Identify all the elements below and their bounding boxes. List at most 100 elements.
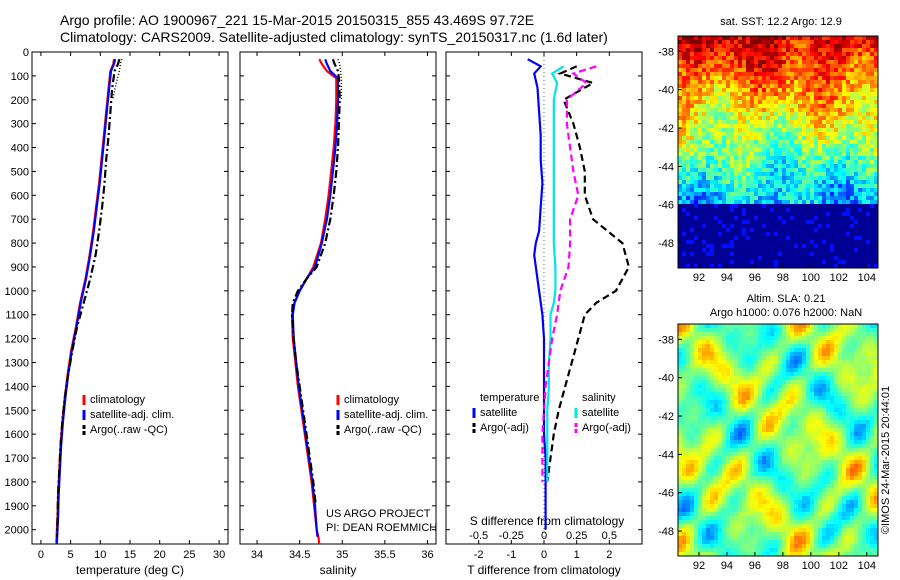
heatmap-cell — [706, 256, 710, 260]
heatmap-cell — [742, 36, 746, 40]
heatmap-cell — [730, 192, 734, 196]
heatmap-cell — [758, 360, 762, 364]
heatmap-cell — [722, 328, 726, 332]
heatmap-cell — [750, 180, 754, 184]
heatmap-cell — [838, 188, 842, 192]
heatmap-cell — [702, 52, 706, 56]
heatmap-cell — [742, 328, 746, 332]
heatmap-cell — [678, 324, 682, 328]
heatmap-cell — [786, 256, 790, 260]
heatmap-cell — [858, 64, 862, 68]
heatmap-cell — [714, 432, 718, 436]
heatmap-cell — [754, 96, 758, 100]
heatmap-cell — [758, 80, 762, 84]
heatmap-cell — [790, 436, 794, 440]
heatmap-cell — [722, 208, 726, 212]
heatmap-cell — [730, 252, 734, 256]
heatmap-cell — [782, 216, 786, 220]
heatmap-cell — [726, 40, 730, 44]
heatmap-cell — [862, 240, 866, 244]
heatmap-cell — [826, 380, 830, 384]
heatmap-cell — [758, 172, 762, 176]
heatmap-cell — [830, 140, 834, 144]
heatmap-cell — [730, 324, 734, 328]
heatmap-cell — [798, 340, 802, 344]
heatmap-cell — [810, 216, 814, 220]
heatmap-cell — [786, 388, 790, 392]
heatmap-cell — [834, 104, 838, 108]
heatmap-cell — [710, 404, 714, 408]
heatmap-cell — [874, 40, 878, 44]
heatmap-cell — [818, 256, 822, 260]
heatmap-cell — [734, 68, 738, 72]
heatmap-cell — [758, 168, 762, 172]
heatmap-cell — [754, 380, 758, 384]
heatmap-cell — [814, 168, 818, 172]
heatmap-cell — [834, 420, 838, 424]
heatmap-cell — [750, 132, 754, 136]
heatmap-cell — [870, 464, 874, 468]
heatmap-cell — [842, 36, 846, 40]
heatmap-cell — [858, 228, 862, 232]
heatmap-cell — [770, 332, 774, 336]
heatmap-cell — [678, 260, 682, 264]
heatmap-cell — [814, 256, 818, 260]
heatmap-cell — [822, 200, 826, 204]
heatmap-cell — [778, 52, 782, 56]
heatmap-cell — [734, 420, 738, 424]
heatmap-cell — [866, 128, 870, 132]
heatmap-cell — [690, 184, 694, 188]
heatmap-cell — [798, 148, 802, 152]
heatmap-cell — [762, 264, 766, 268]
heatmap-cell — [678, 192, 682, 196]
heatmap-cell — [786, 396, 790, 400]
heatmap-cell — [794, 84, 798, 88]
heatmap-cell — [818, 44, 822, 48]
heatmap-cell — [778, 84, 782, 88]
heatmap-cell — [742, 456, 746, 460]
y-tick-label: 800 — [11, 238, 29, 250]
heatmap-cell — [778, 192, 782, 196]
heatmap-cell — [766, 384, 770, 388]
heatmap-cell — [778, 252, 782, 256]
heatmap-cell — [746, 188, 750, 192]
heatmap-cell — [754, 244, 758, 248]
heatmap-cell — [794, 408, 798, 412]
heatmap-cell — [746, 408, 750, 412]
heatmap-cell — [834, 324, 838, 328]
heatmap-cell — [678, 352, 682, 356]
heatmap-cell — [830, 224, 834, 228]
heatmap-cell — [762, 336, 766, 340]
heatmap-cell — [858, 148, 862, 152]
heatmap-cell — [846, 464, 850, 468]
heatmap-cell — [718, 432, 722, 436]
heatmap-cell — [694, 260, 698, 264]
heatmap-cell — [850, 100, 854, 104]
heatmap-cell — [810, 384, 814, 388]
heatmap-cell — [742, 76, 746, 80]
heatmap-cell — [786, 424, 790, 428]
heatmap-cell — [834, 408, 838, 412]
heatmap-cell — [802, 136, 806, 140]
heatmap-cell — [754, 368, 758, 372]
heatmap-cell — [822, 216, 826, 220]
heatmap-cell — [726, 392, 730, 396]
heatmap-cell — [794, 104, 798, 108]
heatmap-cell — [870, 40, 874, 44]
heatmap-cell — [782, 116, 786, 120]
heatmap-cell — [854, 64, 858, 68]
heatmap-cell — [730, 364, 734, 368]
heatmap-cell — [706, 116, 710, 120]
heatmap-cell — [870, 64, 874, 68]
heatmap-cell — [778, 336, 782, 340]
heatmap-cell — [742, 52, 746, 56]
heatmap-cell — [774, 252, 778, 256]
heatmap-cell — [786, 160, 790, 164]
heatmap-cell — [854, 344, 858, 348]
heatmap-cell — [686, 428, 690, 432]
heatmap-cell — [702, 252, 706, 256]
heatmap-cell — [782, 404, 786, 408]
heatmap-cell — [722, 448, 726, 452]
heatmap-cell — [866, 364, 870, 368]
heatmap-cell — [874, 264, 878, 268]
